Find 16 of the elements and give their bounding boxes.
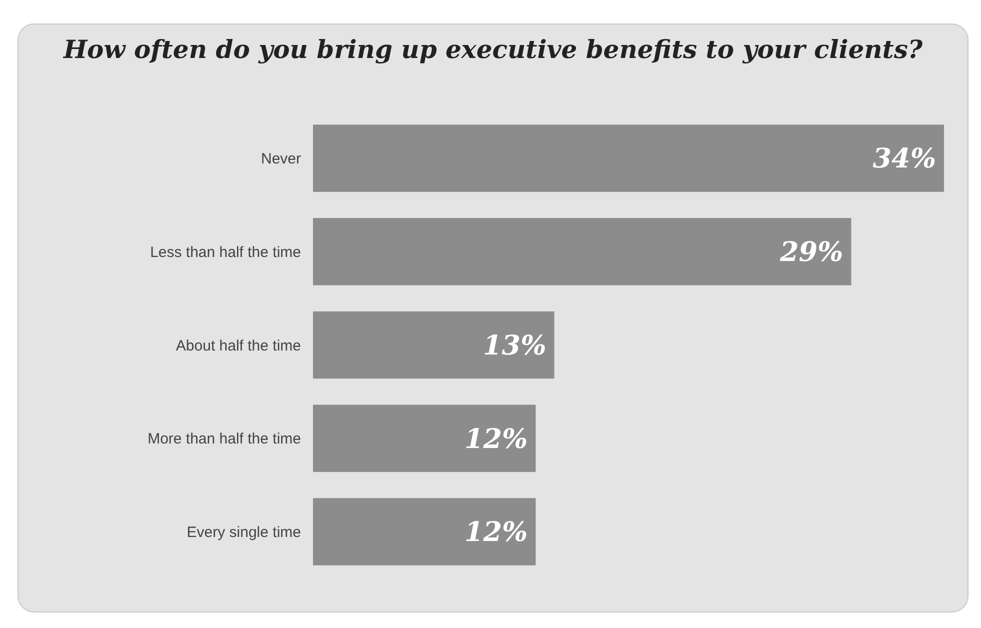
bar [313,311,554,379]
y-tick-label: Every single time [186,524,301,541]
bar [313,218,852,286]
data-label: 12% [464,517,528,548]
y-tick-label: About half the time [176,337,301,354]
data-label: 12% [464,424,528,455]
data-label: 29% [778,237,844,268]
bar [313,124,944,192]
data-label: 34% [872,144,936,175]
y-tick-label: Never [260,150,301,168]
y-tick-label: More than half the time [148,430,301,448]
y-tick-label: Less than half the time [150,244,301,261]
data-label: 13% [483,330,546,362]
bar [313,498,536,566]
bar [313,404,536,472]
chart-title: How often do you bring up executive benefits to your clients? [62,35,923,64]
